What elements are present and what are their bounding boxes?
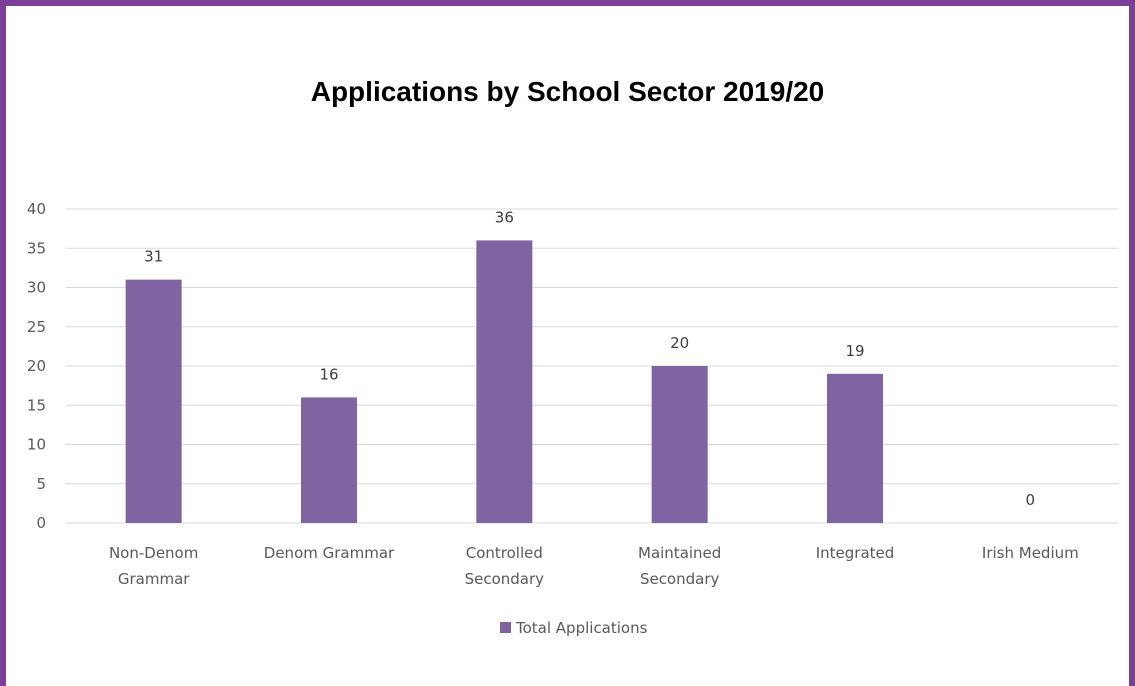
y-tick-label: 5: [36, 475, 46, 493]
category-label: Denom Grammar: [264, 544, 395, 562]
legend: Total Applications: [500, 619, 648, 637]
category-label: Integrated: [816, 544, 895, 562]
data-label: 31: [144, 248, 163, 266]
y-tick-label: 30: [27, 279, 46, 297]
data-label: 19: [845, 342, 864, 360]
data-labels: 31 16 36 20 19 0: [144, 208, 1035, 509]
bars: [125, 240, 883, 523]
bar: [301, 397, 357, 523]
gridlines: [66, 208, 1118, 524]
bar: [651, 366, 708, 523]
y-tick-label: 20: [27, 357, 46, 375]
bar: [476, 240, 533, 523]
y-tick-label: 15: [27, 396, 46, 414]
y-tick-label: 25: [27, 318, 46, 336]
y-tick-label: 40: [27, 200, 46, 218]
y-tick-label: 35: [27, 239, 46, 257]
y-tick-label: 10: [27, 436, 46, 454]
data-label: 36: [495, 208, 514, 226]
legend-label: Total Applications: [515, 619, 648, 637]
category-label: Non-Denom Grammar: [109, 544, 198, 588]
y-axis: 0 5 10 15 20 25 30 35 40: [27, 200, 46, 532]
data-label: 16: [319, 365, 338, 383]
bar: [125, 279, 182, 523]
data-label: 20: [670, 334, 689, 352]
category-label: Irish Medium: [982, 544, 1079, 562]
chart-title: Applications by School Sector 2019/20: [310, 76, 825, 107]
bar: [827, 373, 883, 523]
y-tick-label: 0: [36, 514, 46, 532]
x-axis: Non-Denom Grammar Denom Grammar Controlled S…: [109, 544, 1079, 588]
legend-swatch: [500, 622, 511, 633]
category-label: Maintained Secondary: [638, 544, 721, 588]
category-label: Controlled Secondary: [465, 544, 545, 588]
data-label: 0: [1026, 491, 1036, 509]
